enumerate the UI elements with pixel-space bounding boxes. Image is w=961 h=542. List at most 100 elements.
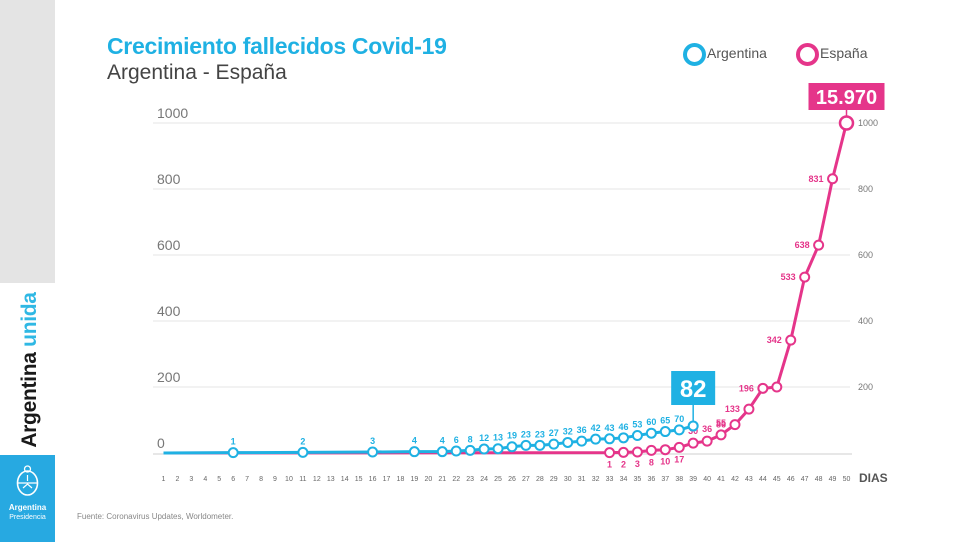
coat-of-arms-icon <box>16 465 39 496</box>
y-tick-label-right: 600 <box>858 250 873 260</box>
data-point-argentina <box>673 424 685 436</box>
data-point-espana <box>617 446 629 458</box>
x-tick-label: 8 <box>259 476 263 483</box>
x-tick-label: 12 <box>313 476 321 483</box>
data-point-espana <box>813 239 825 251</box>
data-point-argentina <box>408 446 420 458</box>
data-point-espana <box>799 271 811 283</box>
y-tick-label-right: 1000 <box>858 118 878 128</box>
y-tick-label-left: 0 <box>157 435 165 451</box>
data-label-argentina: 6 <box>454 435 459 445</box>
data-point-espana <box>659 444 671 456</box>
x-axis-label: DIAS <box>859 471 888 485</box>
last-value-badge-argentina <box>671 371 716 405</box>
data-label-espana: 133 <box>725 404 740 414</box>
x-tick-label: 44 <box>759 476 767 483</box>
x-tick-label: 4 <box>203 476 207 483</box>
data-label-espana: 1 <box>607 460 612 470</box>
data-point-espana <box>771 381 783 393</box>
data-label-espana: 2 <box>621 459 626 469</box>
data-label-espana: 55 <box>716 418 726 428</box>
data-label-argentina: 36 <box>577 425 587 435</box>
series-line-espana <box>163 122 848 455</box>
y-tick-label-left: 600 <box>157 237 181 253</box>
x-tick-label: 5 <box>217 476 221 483</box>
data-point-argentina <box>506 441 518 453</box>
x-tick-label: 34 <box>620 476 628 483</box>
data-point-argentina <box>631 430 643 442</box>
y-tick-label-left: 800 <box>157 171 181 187</box>
logo-line-1: Argentina <box>8 503 47 512</box>
x-tick-label: 24 <box>480 476 488 483</box>
data-point-espana <box>631 446 643 458</box>
x-tick-label: 37 <box>661 476 669 483</box>
x-tick-label: 26 <box>508 476 516 483</box>
data-point-argentina <box>604 433 616 445</box>
x-tick-label: 31 <box>578 476 586 483</box>
y-tick-label-right: 400 <box>858 316 873 326</box>
y-tick-label-left: 400 <box>157 303 181 319</box>
data-point-espana <box>645 444 657 456</box>
data-point-argentina <box>687 420 699 432</box>
data-point-argentina <box>645 427 657 439</box>
x-tick-label: 17 <box>383 476 391 483</box>
data-point-argentina <box>576 435 588 447</box>
data-label-argentina: 8 <box>468 434 473 444</box>
data-label-argentina: 70 <box>674 414 684 424</box>
data-label-argentina: 23 <box>535 429 545 439</box>
data-label-argentina: 2 <box>300 436 305 446</box>
data-point-argentina <box>562 436 574 448</box>
x-tick-label: 41 <box>717 476 725 483</box>
x-tick-label: 42 <box>731 476 739 483</box>
data-label-argentina: 42 <box>591 423 601 433</box>
y-tick-label-right: 200 <box>858 382 873 392</box>
data-point-espana <box>687 437 699 449</box>
x-tick-label: 20 <box>424 476 432 483</box>
y-tick-label-right: 800 <box>858 184 873 194</box>
x-tick-label: 36 <box>647 476 655 483</box>
x-tick-label: 2 <box>175 476 179 483</box>
x-tick-label: 6 <box>231 476 235 483</box>
sidebar-panel <box>0 0 55 283</box>
y-tick-label-left: 200 <box>157 369 181 385</box>
data-label-espana: 638 <box>795 240 810 250</box>
data-point-espana <box>838 115 855 131</box>
data-label-argentina: 12 <box>479 433 489 443</box>
x-tick-label: 9 <box>273 476 277 483</box>
data-label-espana: 831 <box>809 174 824 184</box>
data-point-espana <box>701 435 713 447</box>
y-tick-label-left: 1000 <box>157 105 188 121</box>
data-point-argentina <box>534 439 546 451</box>
x-tick-label: 11 <box>299 476 306 483</box>
chart-subtitle: Argentina - España <box>107 61 287 84</box>
data-point-argentina <box>367 446 379 458</box>
x-tick-label: 32 <box>592 476 600 483</box>
legend-label: Argentina <box>707 45 767 61</box>
x-tick-label: 29 <box>550 476 558 483</box>
legend-ring-icon <box>796 43 819 66</box>
data-label-argentina: 3 <box>370 436 375 446</box>
data-label-argentina: 60 <box>646 417 656 427</box>
data-label-argentina: 19 <box>507 431 517 441</box>
data-label-espana: 36 <box>702 424 712 434</box>
x-tick-label: 28 <box>536 476 544 483</box>
x-tick-label: 10 <box>285 476 293 483</box>
x-tick-label: 27 <box>522 476 530 483</box>
data-point-argentina <box>227 447 239 459</box>
data-label-espana: 8 <box>649 457 654 467</box>
data-label-argentina: 43 <box>605 423 615 433</box>
x-tick-label: 30 <box>564 476 572 483</box>
x-tick-label: 16 <box>369 476 377 483</box>
data-point-espana <box>743 403 755 415</box>
x-tick-label: 15 <box>355 476 363 483</box>
data-point-argentina <box>590 433 602 445</box>
data-point-espana <box>785 334 797 346</box>
data-label-argentina: 13 <box>493 433 503 443</box>
data-label-argentina: 53 <box>632 420 642 430</box>
x-tick-label: 22 <box>452 476 460 483</box>
source-note: Fuente: Coronavirus Updates, Worldometer… <box>77 512 234 521</box>
x-tick-label: 3 <box>189 476 193 483</box>
last-value-text-espana: 15.970 <box>816 87 877 109</box>
data-label-espana: 10 <box>660 457 670 467</box>
x-tick-label: 40 <box>703 476 711 483</box>
